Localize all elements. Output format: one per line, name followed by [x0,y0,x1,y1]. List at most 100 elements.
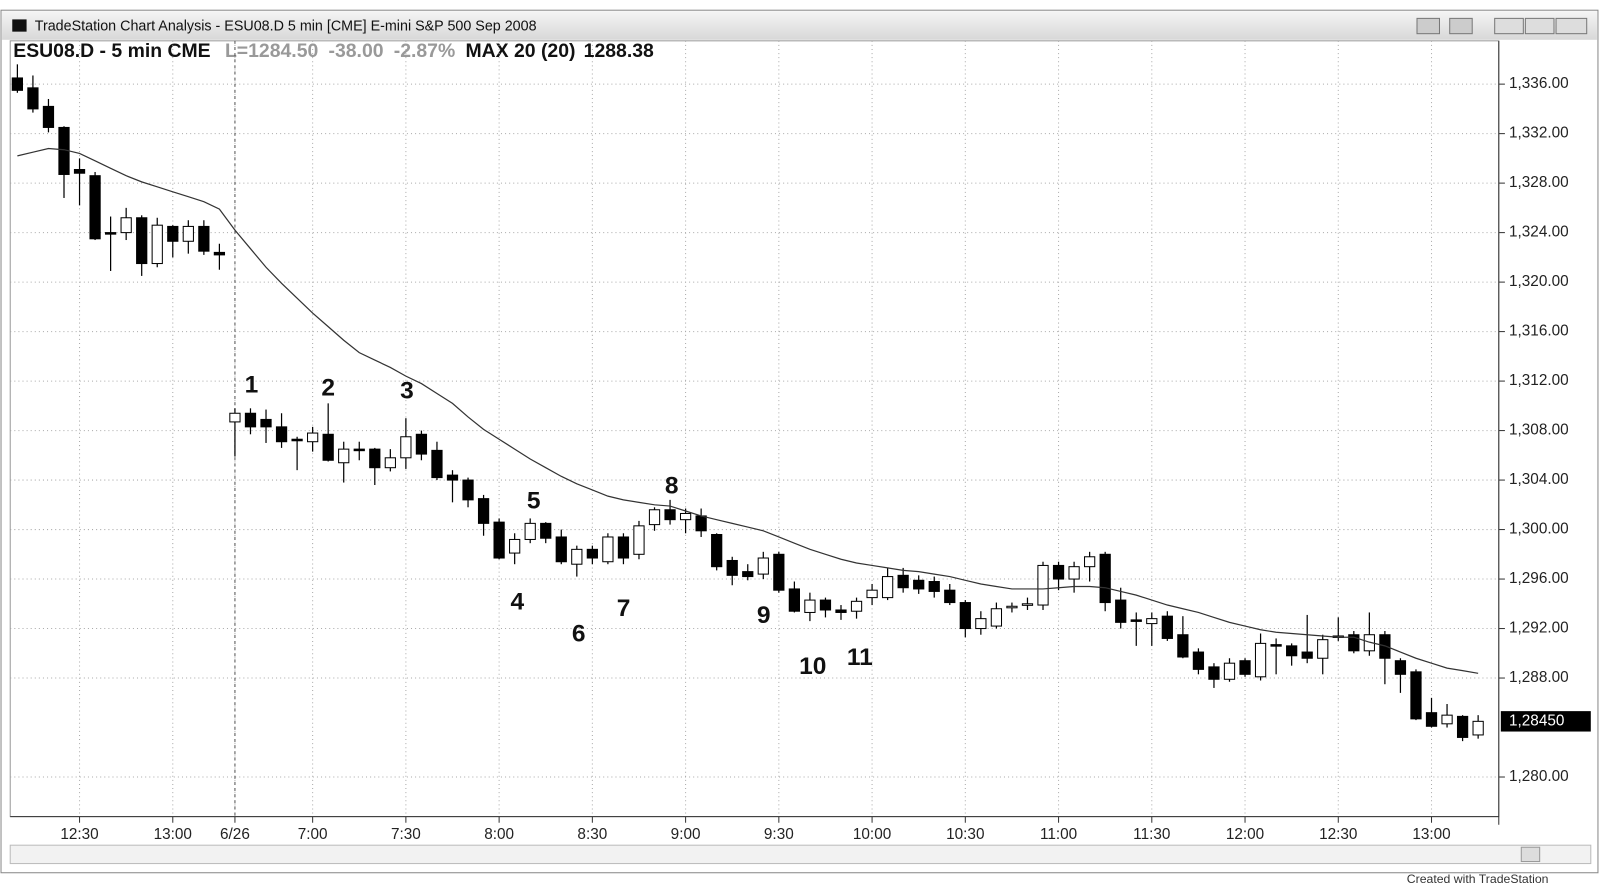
candle-body [804,599,816,613]
candle-body [213,251,226,256]
last-price-label: 1,28450 [1509,712,1564,729]
candle-body [198,225,210,252]
indicator-value: 1288.38 [584,40,654,62]
candle-body [742,571,754,578]
net-change: -38.00 [329,40,384,62]
candle-body [1192,651,1205,670]
candle-body [353,448,365,452]
x-tick-label: 11:30 [1133,826,1170,843]
menu-button[interactable] [1416,17,1440,35]
menu-button[interactable] [1449,17,1473,35]
last-price: L=1284.50 [225,40,318,62]
y-tick-label: 1,280.00 [1509,768,1569,785]
candle-body [11,77,24,91]
y-tick-label: 1,296.00 [1509,570,1569,587]
y-tick-label: 1,308.00 [1509,422,1569,439]
candle-body [431,449,443,479]
candle-body [1456,715,1469,738]
candle-body [260,418,272,428]
candle-body [244,412,257,428]
candle-body [1286,645,1298,657]
candle-body [1115,599,1127,623]
x-tick-label: 13:00 [1412,826,1450,843]
restore-button[interactable] [1524,17,1555,35]
x-tick-label: 12:00 [1226,826,1264,843]
candle-body [1301,651,1313,659]
y-tick-label: 1,328.00 [1509,174,1569,191]
candle-body [1052,564,1065,580]
candle-body [524,522,536,540]
candle-body [1254,642,1267,678]
candle-body [571,548,583,565]
candle-body [1021,603,1034,606]
x-tick-label: 10:00 [853,826,891,843]
grid [10,40,1499,817]
annotation: 11 [847,644,873,671]
y-tick-label: 1,292.00 [1509,620,1569,637]
scrollbar[interactable] [9,844,1592,865]
candle-body [944,589,956,604]
candle-body [1208,666,1220,680]
candle-body [757,557,769,575]
candle-body [1177,634,1189,658]
candle-body [695,515,707,532]
x-tick-label: 7:30 [391,826,421,843]
candle-body [881,576,894,599]
scroll-thumb[interactable] [1520,846,1541,863]
x-tick-label: 9:00 [671,826,701,843]
y-tick-label: 1,316.00 [1509,323,1569,340]
candle-body [322,433,334,461]
candle-body [664,509,676,521]
annotation: 10 [799,653,826,680]
candle-body [1441,714,1453,725]
candle-body [27,87,39,110]
candle-body [835,609,847,613]
candle-body [136,217,148,265]
app-icon [12,19,27,32]
candle-body [586,548,598,559]
candle-body [819,599,832,611]
candle-body [1099,553,1111,604]
candle-body [275,426,288,443]
candle-body [1348,634,1360,652]
candle-body [617,536,630,559]
x-tick-label: 8:30 [577,826,607,843]
candle-body [1223,662,1236,680]
y-tick-label: 1,320.00 [1509,273,1569,290]
candle-body [773,553,785,591]
chart-header: ESU08.D - 5 min CME L=1284.50 -38.00 -2.87%… [13,40,654,62]
candle-body [1161,615,1173,639]
candle-body [477,498,490,524]
window-title: TradeStation Chart Analysis - ESU08.D 5 … [35,18,537,34]
minimize-button[interactable] [1494,17,1524,35]
y-tick-label: 1,288.00 [1509,669,1569,686]
last-price-tag [1500,711,1591,732]
candle-body [897,574,909,589]
candle-body [446,474,459,481]
candle-body [1270,644,1282,647]
candle-body [1037,564,1049,606]
plot-area [9,40,1500,818]
annotation: 1 [245,371,259,398]
annotation: 7 [617,595,631,622]
candle-body [307,432,319,443]
candle-body [400,436,412,459]
y-tick-label: 1,300.00 [1509,521,1569,538]
close-button[interactable] [1555,17,1588,35]
candle-body [1130,619,1142,622]
moving-average-line [17,147,1479,674]
candle-body [726,559,738,576]
annotation: 6 [572,620,586,647]
footer-credit: Created with TradeStation [1407,872,1549,885]
candle-body [975,618,987,630]
candle-body [1317,639,1329,659]
candle-body [338,448,350,464]
candle-body [1146,618,1158,625]
candle-body [679,512,692,521]
candle-body [602,536,614,563]
candle-body [633,525,645,555]
candle-body [959,602,971,630]
x-tick-label: 9:30 [764,826,794,843]
